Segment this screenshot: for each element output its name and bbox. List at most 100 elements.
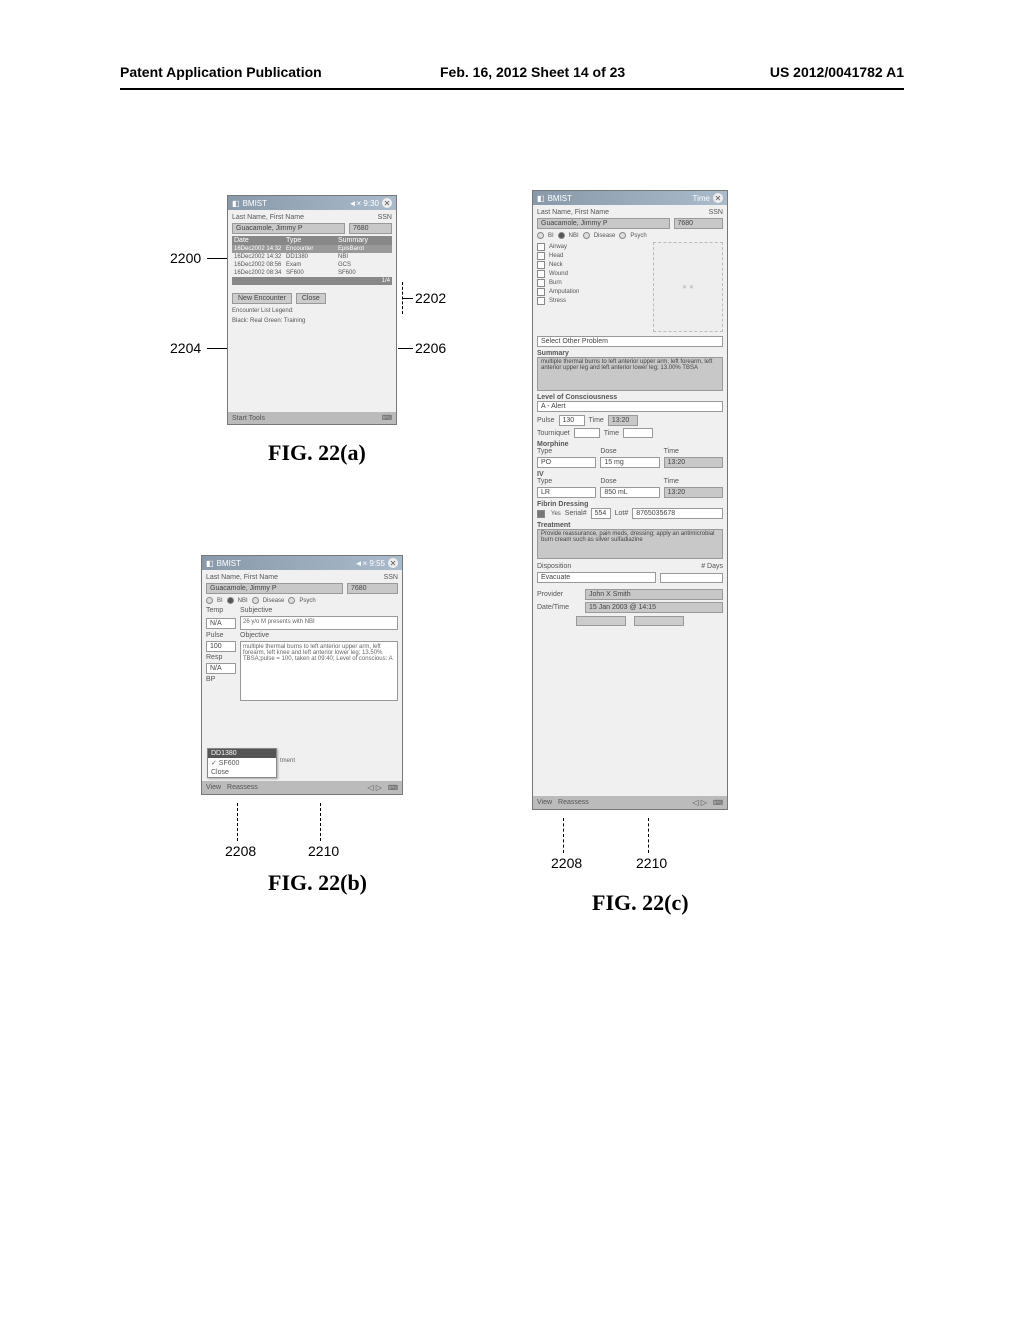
hdr-date: Date (234, 237, 286, 244)
radio-disease[interactable] (252, 597, 259, 604)
disposition-field[interactable]: Evacuate (537, 572, 656, 583)
popup-sf600[interactable]: ✓ SF600 (208, 758, 276, 768)
cell: 16Dec2002 14:32 (234, 246, 286, 252)
body-diagram[interactable]: ✕ ✕ (653, 242, 723, 332)
keyboard-icon[interactable]: ⌨ (713, 799, 723, 807)
tourniquet-field[interactable] (574, 428, 600, 438)
morphine-dose-label: Dose (600, 448, 659, 455)
action-button-2[interactable] (634, 616, 684, 626)
iv-type-field[interactable]: LR (537, 487, 596, 498)
temp-field[interactable]: N/A (206, 618, 236, 629)
morphine-type-label: Type (537, 448, 596, 455)
lot-field[interactable]: 8765035678 (632, 508, 723, 519)
pulse-field-b[interactable]: 100 (206, 641, 236, 652)
radio-nbi[interactable] (227, 597, 234, 604)
ssn-label-a: SSN (378, 214, 392, 221)
bp-label: BP (206, 676, 236, 683)
nav-icons-b[interactable]: ◁ ▷ (367, 783, 382, 792)
check-amputation[interactable]: Amputation (537, 288, 649, 296)
table-row[interactable]: 16Dec2002 08:34 SF600 SF600 (232, 269, 392, 277)
radio-disease-label: Disease (263, 598, 285, 604)
callout-2202: 2202 (415, 290, 446, 306)
page-header-right: US 2012/0041782 A1 (770, 64, 904, 80)
resp-field[interactable]: N/A (206, 663, 236, 674)
name-field-c[interactable]: Guacamole, Jimmy P (537, 218, 670, 229)
fibrin-check[interactable] (537, 510, 545, 518)
days-field[interactable] (660, 573, 723, 583)
pulse-time-field[interactable]: 13:20 (608, 415, 638, 426)
ssn-field-c[interactable]: 7680 (674, 218, 724, 229)
radio-psych[interactable] (288, 597, 295, 604)
loc-field[interactable]: A - Alert (537, 401, 723, 412)
treatment-field[interactable]: Provide reassurance, pain meds, dressing… (537, 529, 723, 559)
check-airway[interactable]: Airway (537, 243, 649, 251)
name-field-a[interactable]: Guacamole, Jimmy P (232, 223, 345, 234)
tourniquet-time-field[interactable] (623, 428, 653, 438)
check-label: Neck (549, 262, 563, 268)
iv-time-field[interactable]: 13:20 (664, 487, 723, 498)
close-button[interactable]: Close (296, 293, 326, 304)
titlebar-b: ◧ BMIST ◄× 9:55 ✕ (202, 556, 402, 570)
check-neck[interactable]: Neck (537, 261, 649, 269)
nav-icons-c[interactable]: ◁ ▷ (692, 798, 707, 807)
check-head[interactable]: Head (537, 252, 649, 260)
objective-field[interactable]: multiple thermal burns to left anterior … (240, 641, 398, 701)
disposition-label: Disposition (537, 563, 571, 570)
ssn-field-b[interactable]: 7680 (347, 583, 398, 594)
action-button-1[interactable] (576, 616, 626, 626)
pulse-field-c[interactable]: 130 (559, 415, 585, 426)
reassess-menu-c[interactable]: Reassess (558, 799, 589, 806)
callout-2200: 2200 (170, 250, 201, 266)
check-stress[interactable]: Stress (537, 297, 649, 305)
check-wound[interactable]: Wound (537, 270, 649, 278)
subjective-field[interactable]: 26 y/o M presents with NBI (240, 616, 398, 630)
close-button-c[interactable]: ✕ (713, 193, 723, 203)
treatment-label: Treatment (537, 522, 723, 529)
close-button-a[interactable]: ✕ (382, 198, 392, 208)
table-row[interactable]: 16Dec2002 14:32 DD1380 NBI (232, 253, 392, 261)
radio-disease-label-c: Disease (594, 233, 616, 239)
radio-disease-c[interactable] (583, 232, 590, 239)
morphine-dose-field[interactable]: 15 mg (600, 457, 659, 468)
callout-line-2202 (402, 298, 413, 299)
keyboard-icon[interactable]: ⌨ (388, 784, 398, 792)
popup-close[interactable]: Close (208, 768, 276, 777)
table-row[interactable]: 16Dec2002 14:32 Encounter EpisBarot (232, 245, 392, 253)
name-field-b[interactable]: Guacamole, Jimmy P (206, 583, 343, 594)
select-other-problem[interactable]: Select Other Problem (537, 336, 723, 347)
tourniquet-label: Tourniquet (537, 430, 570, 437)
close-button-b[interactable]: ✕ (388, 558, 398, 568)
cell: 16Dec2002 08:34 (234, 270, 286, 276)
table-row[interactable]: 16Dec2002 08:56 Exam GCS (232, 261, 392, 269)
callout-2204: 2204 (170, 340, 201, 356)
provider-field[interactable]: John X Smith (585, 589, 723, 600)
page-header-left: Patent Application Publication (120, 64, 322, 80)
encounter-table-header: Date Type Summary (232, 236, 392, 245)
panel-fig22b: ◧ BMIST ◄× 9:55 ✕ Last Name, First Name … (201, 555, 403, 795)
summary-field[interactable]: multiple thermal burns to left anterior … (537, 357, 723, 391)
serial-field[interactable]: 554 (591, 508, 611, 519)
iv-dose-field[interactable]: 850 mL (600, 487, 659, 498)
reassess-menu-b[interactable]: Reassess (227, 784, 258, 791)
popup-dd1380[interactable]: DD1380 (208, 749, 276, 758)
new-encounter-button[interactable]: New Encounter (232, 293, 292, 304)
radio-psych-c[interactable] (619, 232, 626, 239)
ssn-field-a[interactable]: 7680 (349, 223, 392, 234)
callout-line-2200 (207, 258, 227, 259)
callout-2208-b: 2208 (225, 843, 256, 859)
days-label: # Days (701, 563, 723, 570)
radio-bi-c[interactable] (537, 232, 544, 239)
panel-fig22c: ◧ BMIST Time ✕ Last Name, First Name SSN… (532, 190, 728, 810)
datetime-field[interactable]: 15 Jan 2003 @ 14:15 (585, 602, 723, 613)
view-menu-b[interactable]: View (206, 784, 221, 791)
keyboard-icon[interactable]: ⌨ (382, 414, 392, 422)
footer-a[interactable]: Start Tools (232, 415, 265, 422)
callout-line-2210c (648, 818, 649, 853)
radio-nbi-c[interactable] (558, 232, 565, 239)
check-label: Stress (549, 298, 566, 304)
morphine-type-field[interactable]: PO (537, 457, 596, 468)
morphine-time-field[interactable]: 13:20 (664, 457, 723, 468)
view-menu-c[interactable]: View (537, 799, 552, 806)
radio-bi[interactable] (206, 597, 213, 604)
check-burn[interactable]: Burn (537, 279, 649, 287)
